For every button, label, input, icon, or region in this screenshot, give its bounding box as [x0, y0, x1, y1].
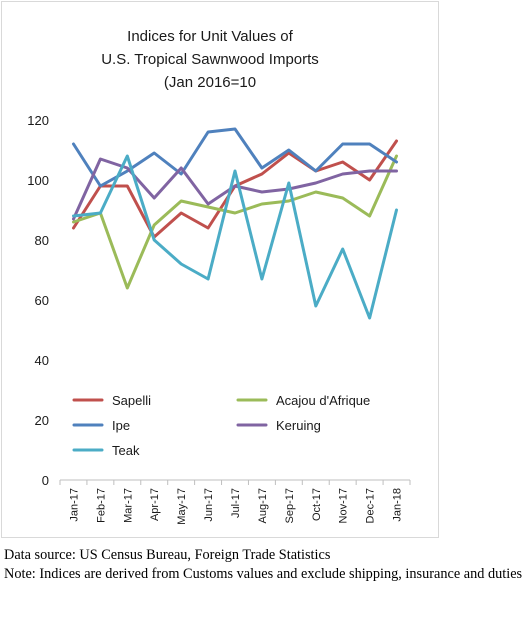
- chart-frame: Indices for Unit Values of U.S. Tropical…: [1, 1, 439, 538]
- y-tick-label: 20: [35, 413, 49, 428]
- series-line-1: [72, 154, 398, 290]
- x-tick-label: Jun-17: [203, 488, 215, 522]
- y-tick-label: 40: [35, 353, 49, 368]
- chart-title-line-2: U.S. Tropical Sawnwood Imports: [101, 51, 319, 68]
- y-tick-label: 100: [27, 173, 49, 188]
- x-tick-label: May-17: [176, 488, 188, 525]
- x-tick-label: Mar-17: [122, 488, 134, 523]
- legend-entry: Acajou d'Afrique: [236, 393, 370, 408]
- data-source-text: Data source: US Census Bureau, Foreign T…: [4, 547, 331, 563]
- y-tick-label: 120: [27, 113, 49, 128]
- series-line-2: [72, 127, 398, 188]
- legend-label: Acajou d'Afrique: [276, 393, 370, 408]
- chart-title-line-1: Indices for Unit Values of: [127, 28, 293, 45]
- legend-label: Teak: [112, 443, 140, 458]
- x-tick-label: Oct-17: [311, 488, 323, 521]
- x-tick-label: Apr-17: [149, 488, 161, 521]
- legend-entry: Teak: [72, 443, 140, 458]
- x-tick-label: Aug-17: [257, 488, 269, 523]
- chart-title-line-3: (Jan 2016=10: [164, 74, 256, 91]
- x-tick-label: Feb-17: [95, 488, 107, 523]
- legend-entry: Ipe: [72, 418, 130, 433]
- note-text: Note: Indices are derived from Customs v…: [4, 566, 523, 582]
- y-tick-label: 0: [42, 473, 49, 488]
- legend-label: Ipe: [112, 418, 130, 433]
- legend-label: Keruing: [276, 418, 321, 433]
- x-tick-label: Jan-18: [392, 488, 404, 522]
- axes: 0 20 40 60 80 100 120 Jan-17 Feb-17 Mar-17 Apr-17 M…: [27, 113, 411, 525]
- y-tick-label: 60: [35, 293, 49, 308]
- legend: Sapelli Acajou d'Afrique Ipe Keruing Teak: [72, 393, 370, 458]
- y-tick-label: 80: [35, 233, 49, 248]
- series-line-3: [72, 157, 398, 221]
- x-tick-label: Jul-17: [230, 488, 242, 518]
- footnote: Data source: US Census Bureau, Foreign T…: [4, 546, 526, 584]
- x-tick-label: Dec-17: [365, 488, 377, 523]
- legend-entry: Sapelli: [72, 393, 151, 408]
- series-line-4: [72, 154, 398, 320]
- legend-label: Sapelli: [112, 393, 151, 408]
- x-tick-label: Sep-17: [284, 488, 296, 523]
- x-tick-label: Nov-17: [338, 488, 350, 523]
- series-line-0: [72, 139, 398, 239]
- series-lines: [72, 127, 398, 320]
- x-tick-label: Jan-17: [68, 488, 80, 522]
- line-chart: Indices for Unit Values of U.S. Tropical…: [27, 28, 411, 525]
- legend-entry: Keruing: [236, 418, 321, 433]
